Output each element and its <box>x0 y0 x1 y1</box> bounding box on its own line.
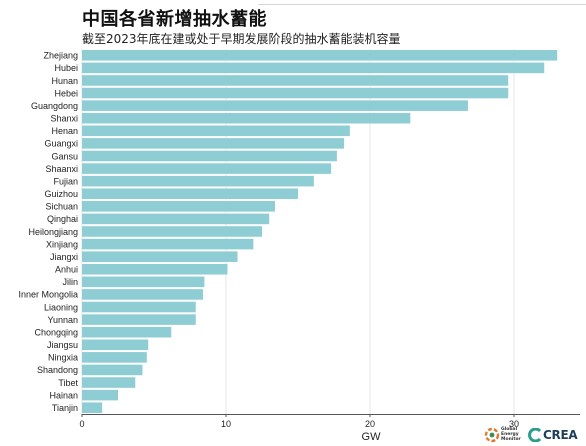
bar <box>82 314 196 325</box>
x-tick-label: 0 <box>79 419 84 429</box>
category-label: Tibet <box>58 378 78 388</box>
category-label: Tianjin <box>52 403 78 413</box>
x-tick-label: 20 <box>365 419 375 429</box>
bar <box>82 201 275 212</box>
bar <box>82 263 228 275</box>
category-label: Shanxi <box>50 114 78 124</box>
bar <box>82 138 345 149</box>
x-axis-title: GW <box>362 431 382 443</box>
bar <box>82 389 118 401</box>
category-label: Jiangxi <box>50 252 78 262</box>
bar <box>82 238 254 250</box>
category-label: Sichuan <box>45 202 78 212</box>
category-label: Fujian <box>53 176 78 186</box>
bar <box>82 188 298 200</box>
category-label: Zhejiang <box>43 51 78 61</box>
category-label: Guangdong <box>31 101 78 111</box>
bar <box>82 112 411 124</box>
bar <box>82 75 509 86</box>
bar <box>82 163 332 174</box>
bar <box>82 50 558 61</box>
bar <box>82 402 103 413</box>
gem-logo-icon <box>484 427 500 443</box>
bar <box>82 100 468 111</box>
category-label: Inner Mongolia <box>18 290 78 300</box>
gem-logo-line-2: Energy <box>501 431 519 437</box>
category-label: Heilongjiang <box>28 227 78 237</box>
chart-title: 中国各省新增抽水蓄能 <box>82 9 267 30</box>
category-label: Qinghai <box>47 214 78 224</box>
x-tick-label: 10 <box>221 419 231 429</box>
category-label: Chongqing <box>34 327 78 337</box>
bar <box>82 226 262 237</box>
category-label: Shandong <box>37 365 78 375</box>
x-tick-label: 30 <box>509 419 519 429</box>
category-label: Gansu <box>51 151 78 161</box>
category-label: Hainan <box>49 390 78 400</box>
global-energy-monitor-logo: Global Energy Monitor <box>484 426 528 444</box>
bar <box>82 175 314 187</box>
bar <box>82 301 196 313</box>
bar <box>82 352 147 363</box>
bar <box>82 125 350 137</box>
category-label: Xinjiang <box>46 239 78 249</box>
category-label: Jiangsu <box>47 340 78 350</box>
category-label: Jilin <box>62 277 78 287</box>
bar <box>82 289 203 300</box>
gem-logo-line-1: Global <box>501 427 518 432</box>
bar <box>82 276 205 288</box>
category-label: Guizhou <box>44 189 78 199</box>
bar <box>82 62 545 74</box>
category-label: Liaoning <box>44 302 78 312</box>
bar <box>82 251 238 262</box>
bar <box>82 377 136 388</box>
chart-subtitle: 截至2023年底在建或处于早期发展阶段的抽水蓄能装机容量 <box>82 32 401 46</box>
bar <box>82 150 337 162</box>
bar <box>82 326 172 338</box>
crea-logo-text: CREA <box>543 428 578 442</box>
bar <box>82 364 143 376</box>
bar <box>82 339 149 351</box>
bar <box>82 213 270 225</box>
header-divider <box>258 4 586 5</box>
category-label: Ningxia <box>48 353 78 363</box>
category-label: Guangxi <box>44 139 78 149</box>
crea-logo-icon <box>528 428 542 442</box>
category-label: Hubei <box>54 63 78 73</box>
category-label: Hebei <box>54 88 78 98</box>
category-label: Henan <box>51 126 78 136</box>
gem-logo-line-3: Monitor <box>501 436 521 442</box>
bar <box>82 87 509 99</box>
category-label: Hunan <box>51 76 78 86</box>
category-label: Yunnan <box>47 315 78 325</box>
category-label: Shaanxi <box>45 164 78 174</box>
category-label: Anhui <box>55 265 78 275</box>
